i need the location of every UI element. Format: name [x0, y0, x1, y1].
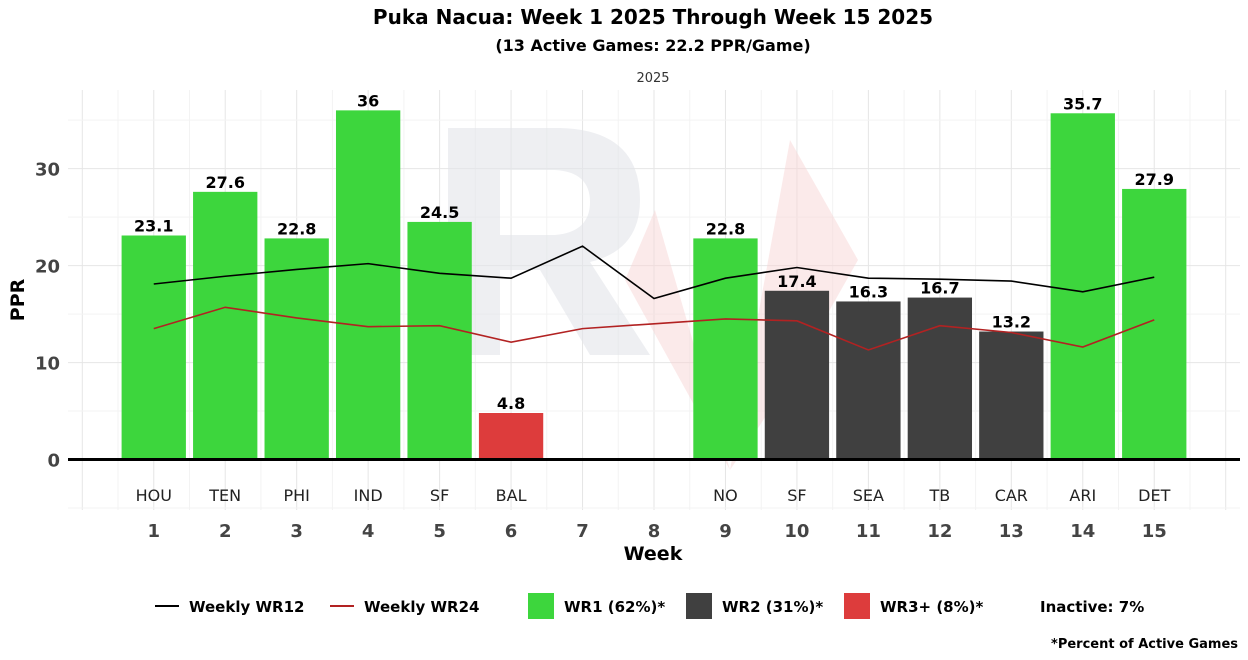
bar-value-label: 4.8 — [497, 394, 525, 413]
bar-value-label: 27.9 — [1135, 170, 1174, 189]
x-tick-label: 2 — [219, 521, 232, 542]
bar-value-label: 35.7 — [1063, 94, 1102, 113]
bar-value-label: 16.7 — [920, 279, 959, 298]
legend-key-box — [844, 593, 870, 619]
x-tick-label: 6 — [505, 521, 518, 542]
bar-week-11 — [836, 301, 901, 460]
opponent-label: DET — [1138, 486, 1170, 505]
bar-week-15 — [1122, 188, 1187, 460]
chart-subtitle: (13 Active Games: 22.2 PPR/Game) — [495, 36, 810, 55]
x-tick-label: 1 — [147, 521, 160, 542]
opponent-label: SEA — [853, 486, 884, 505]
x-tick-label: 5 — [433, 521, 446, 542]
opponent-label: TEN — [208, 486, 241, 505]
watermark-logo — [448, 128, 858, 470]
chart-title: Puka Nacua: Week 1 2025 Through Week 15 … — [373, 5, 933, 29]
bar-value-label: 16.3 — [849, 282, 888, 301]
bar-week-9 — [693, 238, 758, 460]
bar-value-label: 22.8 — [277, 219, 316, 238]
bar-week-12 — [907, 297, 973, 460]
bar-week-14 — [1050, 113, 1115, 460]
legend: Weekly WR12 Weekly WR24 WR1 (62%)* WR2 (31%… — [155, 593, 1144, 619]
bar-week-6 — [478, 413, 544, 460]
footnote: *Percent of Active Games — [1051, 637, 1238, 652]
x-tick-label: 15 — [1142, 521, 1167, 542]
opponent-label: BAL — [496, 486, 527, 505]
bar-value-label: 24.5 — [420, 203, 459, 222]
legend-key-box — [528, 593, 554, 619]
legend-label: Weekly WR12 — [189, 598, 304, 616]
bar-week-4 — [335, 110, 401, 460]
legend-label: WR3+ (8%)* — [880, 598, 984, 616]
bar-week-2 — [193, 191, 258, 460]
x-tick-label: 7 — [576, 521, 589, 542]
y-tick-label: 20 — [35, 257, 60, 278]
bar-week-10 — [764, 290, 830, 460]
opponent-label: CAR — [995, 486, 1028, 505]
bar-week-3 — [264, 238, 329, 460]
bar-value-label: 22.8 — [706, 219, 745, 238]
bar-value-label: 17.4 — [777, 272, 816, 291]
labels: 23.1 HOU 27.6 TEN 22.8 PHI 36 IND 24.5 SF 4.8 BAL 22… — [134, 91, 1174, 505]
x-tick-label: 12 — [927, 521, 952, 542]
legend-label: Inactive: 7% — [1040, 598, 1144, 616]
opponent-label: PHI — [283, 486, 309, 505]
bars — [121, 110, 1187, 460]
bar-value-label: 23.1 — [134, 216, 173, 235]
x-tick-label: 9 — [719, 521, 732, 542]
x-tick-label: 10 — [784, 521, 809, 542]
opponent-label: HOU — [136, 486, 172, 505]
legend-label: Weekly WR24 — [364, 598, 479, 616]
opponent-label: SF — [430, 486, 449, 505]
x-tick-label: 11 — [856, 521, 881, 542]
y-tick-label: 10 — [35, 354, 60, 375]
lines — [153, 245, 1155, 351]
line-weekly-wr24 — [153, 306, 1155, 351]
x-tick-label: 4 — [362, 521, 375, 542]
bar-week-5 — [407, 221, 472, 460]
x-tick-label: 8 — [648, 521, 661, 542]
bar-week-1 — [121, 235, 186, 460]
opponent-label: TB — [928, 486, 950, 505]
legend-label: WR2 (31%)* — [722, 598, 823, 616]
x-tick-label: 3 — [290, 521, 303, 542]
facet-label: 2025 — [636, 71, 669, 86]
bar-value-label: 36 — [357, 91, 379, 110]
x-tick-label: 14 — [1070, 521, 1095, 542]
x-axis-label: Week — [624, 543, 683, 565]
opponent-label: NO — [713, 486, 738, 505]
y-tick-label: 0 — [47, 451, 60, 472]
bar-week-13 — [979, 331, 1044, 460]
bar-value-label: 13.2 — [992, 313, 1031, 332]
y-axis-label: PPR — [7, 278, 29, 321]
y-tick-label: 30 — [35, 160, 60, 181]
legend-key-box — [686, 593, 712, 619]
line-weekly-wr12 — [153, 245, 1155, 300]
x-tick-label: 13 — [999, 521, 1024, 542]
opponent-label: ARI — [1069, 486, 1096, 505]
legend-label: WR1 (62%)* — [564, 598, 665, 616]
bar-value-label: 27.6 — [205, 173, 244, 192]
opponent-label: SF — [787, 486, 806, 505]
opponent-label: IND — [354, 486, 383, 505]
